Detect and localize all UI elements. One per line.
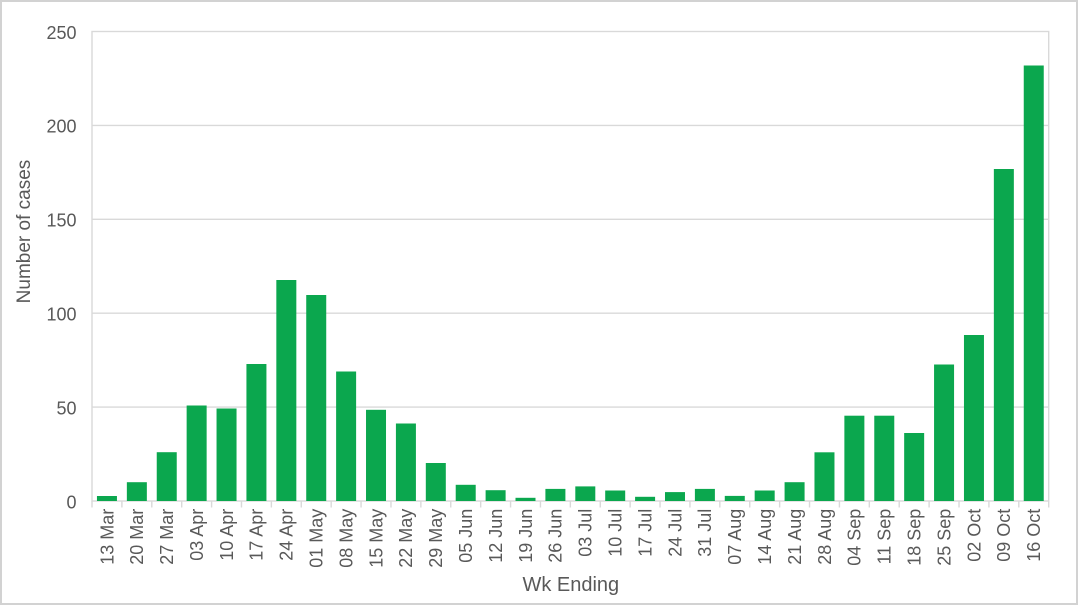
svg-text:26 Jun: 26 Jun — [546, 509, 566, 563]
svg-text:150: 150 — [46, 211, 76, 231]
svg-text:0: 0 — [66, 492, 76, 512]
svg-text:28 Aug: 28 Aug — [815, 509, 835, 565]
svg-text:22 May: 22 May — [396, 509, 416, 568]
svg-text:14 Aug: 14 Aug — [755, 509, 775, 565]
svg-text:25 Sep: 25 Sep — [934, 509, 954, 566]
svg-text:11 Sep: 11 Sep — [875, 509, 895, 565]
svg-text:24 Apr: 24 Apr — [277, 509, 297, 561]
svg-text:10 Jul: 10 Jul — [606, 509, 626, 557]
svg-text:08 May: 08 May — [336, 509, 356, 568]
svg-text:10 Apr: 10 Apr — [217, 509, 237, 561]
svg-text:15 May: 15 May — [366, 509, 386, 568]
svg-text:18 Sep: 18 Sep — [904, 509, 924, 566]
svg-text:20 Mar: 20 Mar — [127, 509, 147, 565]
svg-text:200: 200 — [46, 117, 76, 137]
svg-text:100: 100 — [46, 305, 76, 325]
svg-text:Wk Ending: Wk Ending — [522, 574, 619, 596]
svg-text:05 Jun: 05 Jun — [456, 509, 476, 563]
svg-text:Number of cases: Number of cases — [14, 160, 35, 304]
svg-text:12 Jun: 12 Jun — [486, 509, 506, 563]
svg-text:21 Aug: 21 Aug — [785, 509, 805, 565]
svg-text:29 May: 29 May — [426, 509, 446, 568]
svg-text:27 Mar: 27 Mar — [157, 509, 177, 565]
svg-text:03 Jul: 03 Jul — [576, 509, 596, 557]
svg-text:03 Apr: 03 Apr — [187, 509, 207, 561]
svg-text:19 Jun: 19 Jun — [516, 509, 536, 563]
svg-text:16 Oct: 16 Oct — [1024, 509, 1044, 562]
svg-text:02 Oct: 02 Oct — [964, 509, 984, 562]
svg-text:17 Apr: 17 Apr — [247, 509, 267, 561]
svg-text:50: 50 — [56, 398, 76, 418]
svg-text:24 Jul: 24 Jul — [665, 509, 685, 557]
svg-text:17 Jul: 17 Jul — [635, 509, 655, 557]
svg-text:07 Aug: 07 Aug — [725, 509, 745, 565]
svg-text:09 Oct: 09 Oct — [994, 509, 1014, 562]
svg-text:01 May: 01 May — [307, 509, 327, 568]
svg-text:250: 250 — [46, 23, 76, 43]
svg-text:04 Sep: 04 Sep — [845, 509, 865, 566]
svg-text:13 Mar: 13 Mar — [97, 509, 117, 565]
svg-text:31 Jul: 31 Jul — [695, 509, 715, 557]
